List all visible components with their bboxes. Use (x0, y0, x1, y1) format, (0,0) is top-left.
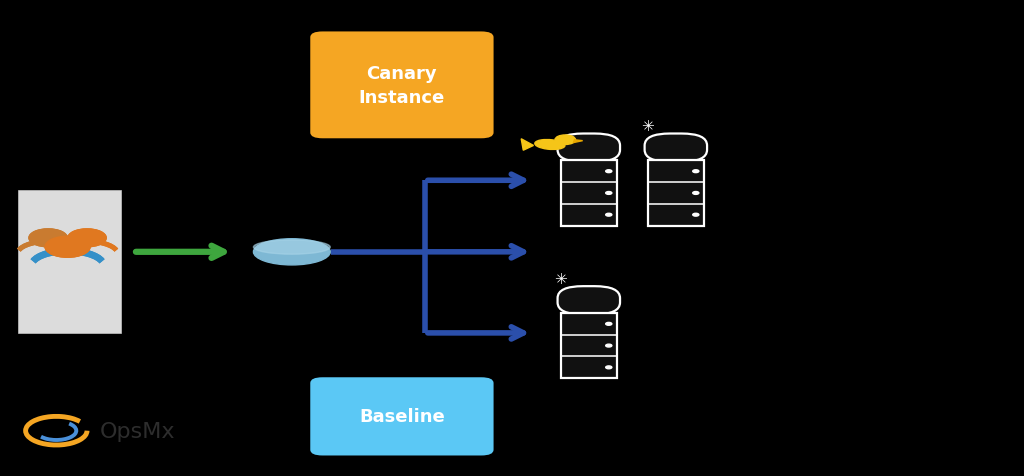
Circle shape (606, 366, 612, 369)
Circle shape (45, 237, 90, 258)
Polygon shape (573, 140, 583, 143)
FancyBboxPatch shape (310, 377, 494, 456)
Circle shape (606, 170, 612, 173)
Circle shape (29, 229, 68, 247)
Circle shape (692, 192, 699, 195)
Circle shape (45, 237, 90, 258)
Circle shape (68, 229, 106, 247)
Bar (561, 161, 616, 226)
Circle shape (692, 214, 699, 217)
Circle shape (606, 323, 612, 326)
Text: ✳: ✳ (554, 271, 566, 286)
FancyBboxPatch shape (557, 134, 620, 162)
Circle shape (606, 214, 612, 217)
Text: Canary
Instance: Canary Instance (358, 65, 445, 107)
Circle shape (606, 192, 612, 195)
Text: Baseline: Baseline (359, 407, 444, 426)
Text: ✳: ✳ (641, 119, 653, 134)
Circle shape (692, 170, 699, 173)
Circle shape (606, 345, 612, 347)
FancyBboxPatch shape (557, 287, 620, 315)
Circle shape (29, 229, 68, 247)
FancyBboxPatch shape (645, 134, 708, 162)
FancyBboxPatch shape (310, 32, 494, 139)
Circle shape (68, 229, 106, 247)
Bar (648, 161, 705, 226)
Circle shape (555, 136, 575, 145)
Bar (561, 313, 616, 378)
Ellipse shape (253, 240, 330, 255)
Text: OpsMx: OpsMx (99, 421, 175, 441)
Ellipse shape (535, 140, 565, 150)
Ellipse shape (253, 239, 330, 266)
FancyBboxPatch shape (18, 190, 121, 333)
Polygon shape (521, 139, 534, 151)
